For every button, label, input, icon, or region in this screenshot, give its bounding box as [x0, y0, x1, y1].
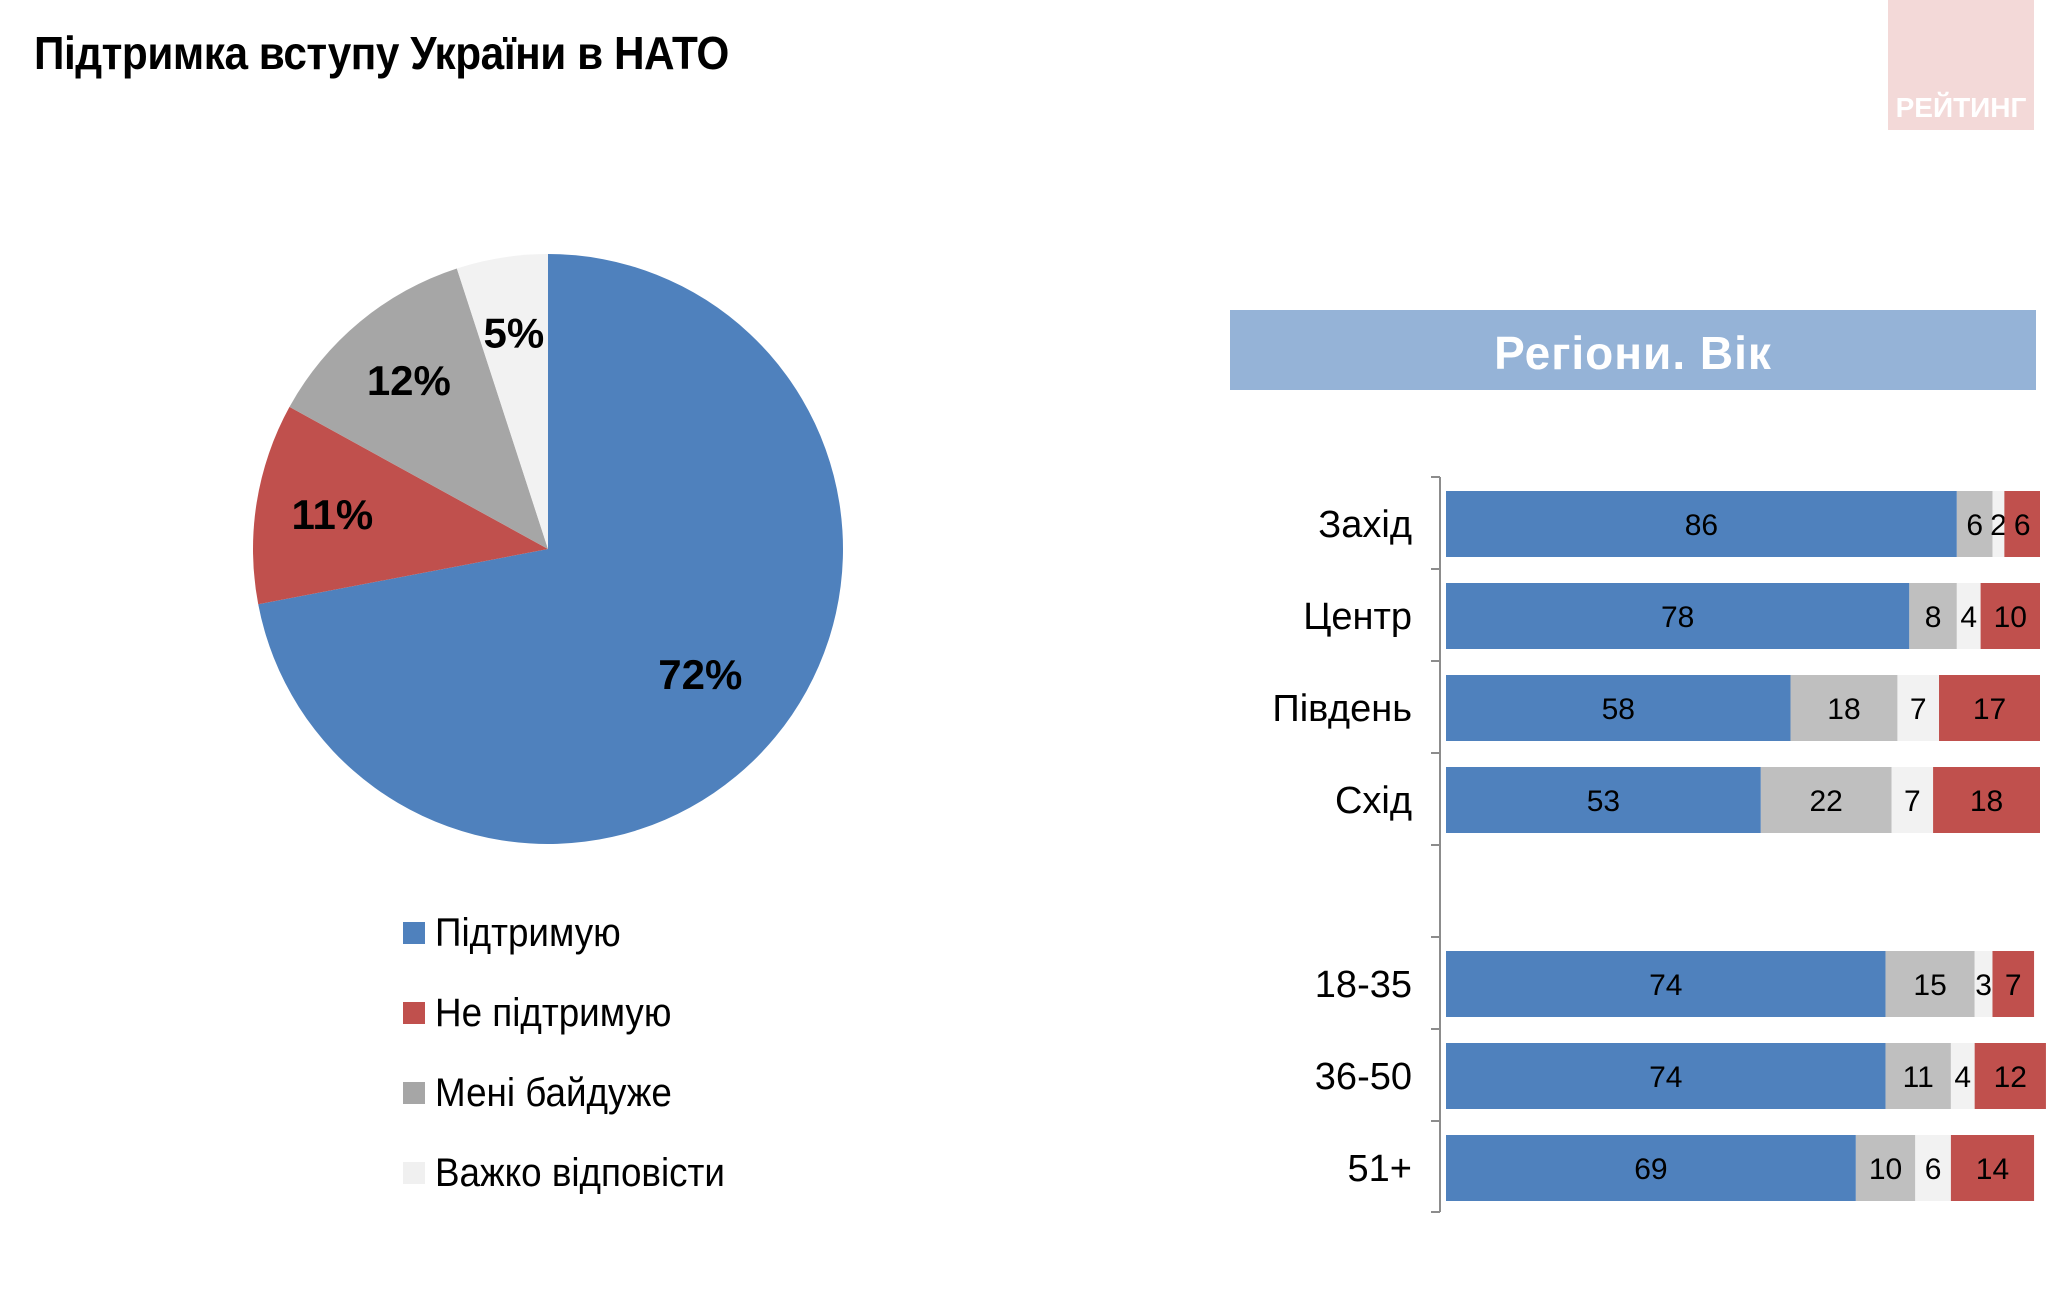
pie-slice-label-2: 12% [367, 357, 451, 404]
legend-item-indifferent: Мені байдуже [403, 1070, 692, 1115]
section-header-band: Регіони. Вік [1230, 310, 2036, 390]
pie-slice-1 [252, 406, 548, 605]
bar-segment-6-1 [1855, 1135, 1916, 1201]
bar-value-5-0: 74 [1649, 1061, 1682, 1094]
bar-segment-2-1 [1790, 675, 1898, 741]
bar-segment-6-0 [1446, 1135, 1856, 1201]
bar-value-2-1: 18 [1827, 693, 1860, 726]
bar-value-5-3: 12 [1994, 1061, 2027, 1094]
legend-swatch-oppose [403, 1002, 425, 1024]
bar-segment-3-3 [1933, 767, 2040, 833]
bar-value-4-2: 3 [1975, 969, 1992, 1002]
bar-value-5-1: 11 [1903, 1061, 1934, 1094]
bar-segment-3-0 [1446, 767, 1761, 833]
bar-value-3-0: 53 [1587, 785, 1620, 818]
bar-segment-6-3 [1950, 1135, 2035, 1201]
bar-value-3-2: 7 [1904, 785, 1921, 818]
bar-segment-0-0 [1446, 491, 1957, 557]
bar-value-4-1: 15 [1913, 969, 1946, 1002]
bar-segment-6-2 [1915, 1135, 1951, 1201]
bar-segment-4-1 [1885, 951, 1975, 1017]
bar-value-6-2: 6 [1925, 1153, 1942, 1186]
category-label-3: Схід [1335, 780, 1412, 822]
bar-segment-5-1 [1885, 1043, 1951, 1109]
bar-value-0-0: 86 [1685, 509, 1718, 542]
pie-slice-2 [289, 268, 548, 549]
brand-logo: РЕЙТИНГ [1888, 0, 2034, 130]
bar-value-2-0: 58 [1602, 693, 1635, 726]
bar-value-4-0: 74 [1649, 969, 1682, 1002]
bar-value-6-1: 10 [1869, 1153, 1902, 1186]
bar-value-4-3: 7 [2005, 969, 2022, 1002]
bar-segment-4-3 [1992, 951, 2035, 1017]
bar-segment-2-0 [1446, 675, 1791, 741]
pie-slice-0 [258, 254, 844, 844]
legend-label-indifferent: Мені байдуже [435, 1070, 672, 1115]
bar-value-1-3: 10 [1994, 601, 2027, 634]
bar-value-3-1: 22 [1809, 785, 1842, 818]
legend-swatch-support [403, 922, 425, 944]
bar-value-0-1: 6 [1966, 509, 1983, 542]
legend-swatch-indifferent [403, 1082, 425, 1104]
bar-segment-3-2 [1891, 767, 1934, 833]
category-label-6: 51+ [1348, 1148, 1412, 1190]
legend-item-support: Підтримую [403, 910, 637, 955]
bar-segment-5-0 [1446, 1043, 1886, 1109]
category-label-4: 18-35 [1315, 964, 1412, 1006]
bar-segment-2-2 [1897, 675, 1940, 741]
legend-item-oppose: Не підтримую [403, 990, 692, 1035]
legend-label-hard: Важко відповісти [435, 1150, 725, 1195]
page-title: Підтримка вступу України в НАТО [34, 27, 729, 79]
bar-value-6-0: 69 [1634, 1153, 1667, 1186]
bar-value-5-2: 4 [1954, 1061, 1971, 1094]
category-label-0: Захід [1318, 504, 1412, 546]
bar-value-6-3: 14 [1976, 1153, 2009, 1186]
pie-slice-label-0: 72% [658, 651, 742, 698]
bar-segment-4-0 [1446, 951, 1886, 1017]
bar-value-2-2: 7 [1910, 693, 1927, 726]
bar-value-1-2: 4 [1960, 601, 1977, 634]
pie-slice-3 [456, 254, 548, 549]
category-label-1: Центр [1303, 596, 1412, 638]
bar-segment-0-2 [1992, 491, 2005, 557]
legend-label-support: Підтримую [435, 910, 621, 955]
section-header: Регіони. Вік [1494, 327, 1772, 379]
legend-label-oppose: Не підтримую [435, 990, 672, 1035]
category-label-2: Південь [1272, 688, 1412, 730]
pie-slice-label-1: 11% [292, 491, 374, 538]
bar-segment-1-3 [1980, 583, 2040, 649]
bar-value-3-3: 18 [1970, 785, 2003, 818]
bar-segment-2-3 [1939, 675, 2040, 741]
bar-segment-1-1 [1909, 583, 1957, 649]
bar-segment-5-2 [1950, 1043, 1975, 1109]
bar-segment-5-3 [1974, 1043, 2046, 1109]
pie-slice-label-3: 5% [483, 309, 544, 356]
bar-value-1-0: 78 [1661, 601, 1694, 634]
bar-value-0-2: 2 [1990, 509, 2007, 542]
bar-segment-3-1 [1760, 767, 1892, 833]
bar-value-0-3: 6 [2014, 509, 2031, 542]
brand-text: РЕЙТИНГ [1895, 92, 2027, 123]
legend-item-hard: Важко відповісти [403, 1150, 750, 1195]
bar-segment-0-3 [2004, 491, 2040, 557]
category-label-5: 36-50 [1315, 1056, 1412, 1098]
bar-segment-4-2 [1974, 951, 1993, 1017]
bar-segment-0-1 [1956, 491, 1993, 557]
legend-swatch-hard [403, 1162, 425, 1184]
bar-segment-1-0 [1446, 583, 1910, 649]
bar-value-1-1: 8 [1925, 601, 1942, 634]
bar-value-2-3: 17 [1973, 693, 2006, 726]
bar-segment-1-2 [1956, 583, 1981, 649]
